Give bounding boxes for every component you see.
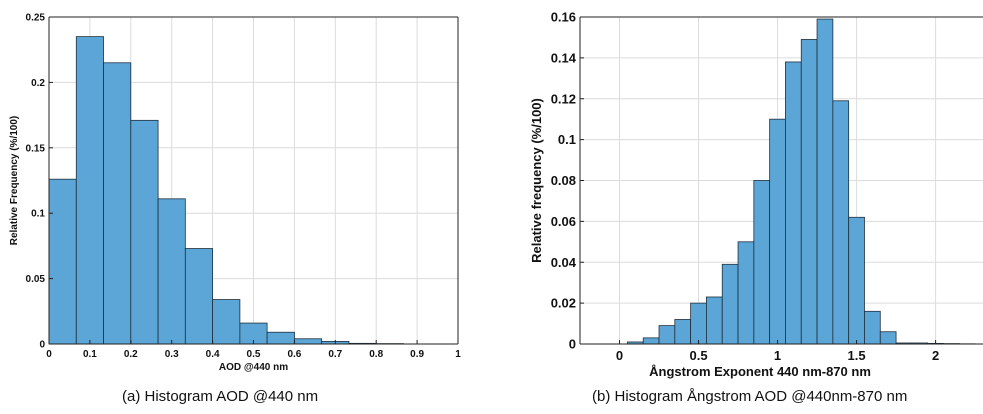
histogram-bar-b	[832, 100, 850, 345]
x-tick-label-a: 0.2	[124, 349, 138, 360]
y-tick-label-b: 0.06	[551, 214, 576, 229]
histogram-bar-a	[75, 36, 104, 345]
y-tick-label-a: 0	[39, 340, 45, 351]
histogram-bar-b	[737, 241, 755, 345]
histogram-bar-b	[706, 296, 723, 345]
y-tick-label-b: 0	[569, 337, 576, 352]
histogram-bar-b	[800, 39, 818, 345]
x-tick-label-b: 1	[774, 348, 781, 363]
histogram-bar-a	[184, 248, 214, 345]
x-tick-label-a: 0.1	[83, 349, 97, 360]
histogram-bar-a	[48, 178, 77, 345]
y-tick-label-b: 0.02	[551, 296, 576, 311]
histogram-bar-b	[769, 118, 786, 345]
histogram-bar-b	[785, 61, 802, 345]
x-tick-label-a: 0.5	[247, 349, 261, 360]
x-tick-label-a: 0.9	[410, 349, 424, 360]
x-tick-label-a: 1	[455, 349, 461, 360]
histogram-bar-b	[864, 310, 881, 345]
histogram-bar-a	[103, 62, 132, 345]
y-tick-label-a: 0.1	[31, 209, 45, 220]
histogram-bar-b	[674, 319, 692, 345]
caption-b: (b) Histogram Ångstrom AOD @440nm-870 nm	[592, 388, 908, 405]
y-tick-label-b: 0.1	[558, 132, 576, 147]
histogram-bar-b	[658, 325, 676, 345]
x-tick-label-a: 0.7	[328, 349, 342, 360]
y-tick-label-a: 0.15	[26, 143, 46, 154]
y-tick-label-b: 0.16	[551, 10, 576, 25]
y-tick-label-b: 0.12	[551, 91, 576, 106]
histogram-bar-b	[816, 18, 834, 345]
histogram-bar-b	[642, 337, 660, 345]
y-tick-label-b: 0.14	[551, 50, 577, 65]
histogram-bar-a	[157, 198, 186, 345]
histogram-bar-a	[266, 331, 295, 345]
histogram-bar-a	[212, 299, 241, 345]
histogram-bar-b	[879, 331, 897, 345]
x-tick-label-b: 2	[932, 348, 939, 363]
x-tick-label-a: 0.3	[165, 349, 179, 360]
histogram-bar-b	[690, 302, 707, 345]
histogram-bar-a	[293, 338, 323, 345]
x-tick-label-b: 0	[616, 348, 623, 363]
y-axis-label-a: Relative Frequency (%/100)	[9, 116, 20, 246]
y-tick-label-a: 0.05	[26, 274, 46, 285]
x-tick-label-a: 0.4	[206, 349, 220, 360]
x-tick-label-a: 0	[46, 349, 52, 360]
y-tick-label-a: 0.2	[31, 78, 45, 89]
x-axis-label-a: AOD @440 nm	[219, 362, 288, 373]
y-tick-label-b: 0.04	[551, 255, 577, 270]
y-axis-label-b: Relative frequency (%/100)	[529, 98, 544, 263]
x-tick-label-b: 1.5	[848, 348, 866, 363]
x-tick-label-a: 0.6	[287, 349, 301, 360]
histogram-bar-b	[753, 180, 771, 345]
histogram-bar-b	[721, 263, 739, 345]
x-tick-label-b: 0.5	[689, 348, 707, 363]
y-tick-label-a: 0.25	[26, 13, 46, 24]
x-tick-label-a: 0.8	[369, 349, 383, 360]
x-axis-label-b: Ångstrom Exponent 440 nm-870 nm	[649, 364, 871, 379]
caption-a: (a) Histogram AOD @440 nm	[122, 388, 319, 405]
y-tick-label-b: 0.08	[551, 173, 576, 188]
histogram-bar-b	[848, 216, 865, 345]
histogram-bar-a	[130, 119, 159, 345]
